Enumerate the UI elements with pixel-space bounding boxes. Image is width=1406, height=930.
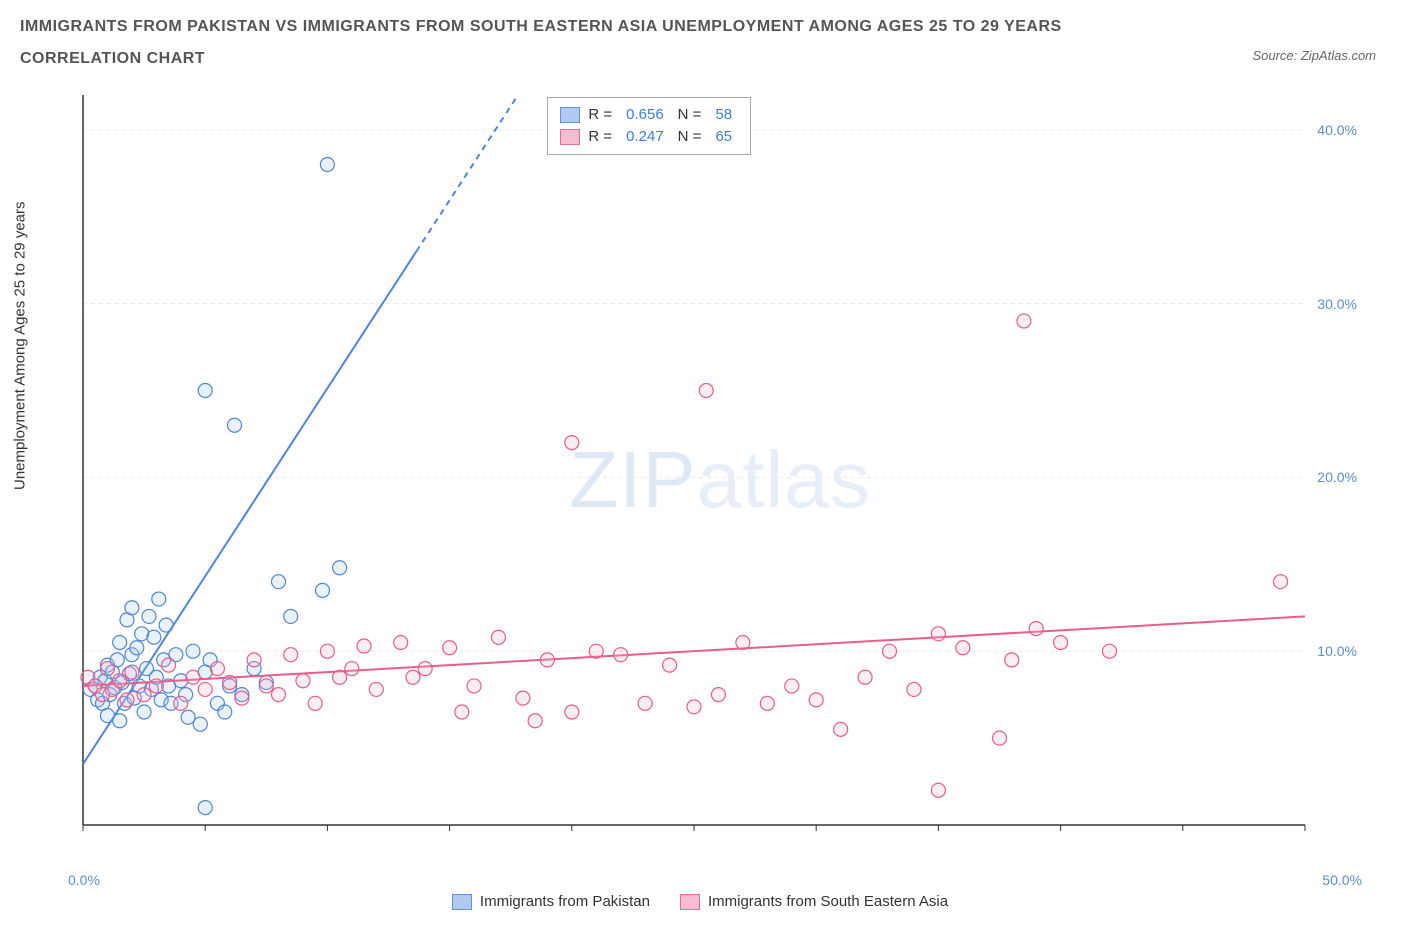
legend-swatch-pakistan: [452, 894, 472, 910]
y-tick-label: 20.0%: [1317, 469, 1357, 485]
r-label-a: R =: [588, 104, 612, 126]
x-tick-first: 0.0%: [68, 872, 100, 888]
corr-row-b: R = 0.247 N = 65: [560, 126, 738, 148]
corr-row-a: R = 0.656 N = 58: [560, 104, 738, 126]
legend-label-pakistan: Immigrants from Pakistan: [480, 893, 650, 910]
title-area: IMMIGRANTS FROM PAKISTAN VS IMMIGRANTS F…: [0, 0, 1406, 68]
y-tick-label: 10.0%: [1317, 643, 1357, 659]
legend-item-sea: Immigrants from South Eastern Asia: [680, 893, 948, 910]
scatter-plot-svg: [75, 90, 1365, 870]
source-label: Source: ZipAtlas.com: [1252, 48, 1376, 63]
swatch-pakistan: [560, 107, 580, 123]
y-tick-label: 40.0%: [1317, 122, 1357, 138]
legend-item-pakistan: Immigrants from Pakistan: [452, 893, 650, 910]
swatch-sea: [560, 129, 580, 145]
r-value-a: 0.656: [626, 104, 664, 126]
r-label-b: R =: [588, 126, 612, 148]
chart-container: Unemployment Among Ages 25 to 29 years Z…: [30, 90, 1370, 910]
legend: Immigrants from Pakistan Immigrants from…: [30, 893, 1370, 910]
legend-label-sea: Immigrants from South Eastern Asia: [708, 893, 948, 910]
n-label-b: N =: [678, 126, 702, 148]
n-value-a: 58: [715, 104, 732, 126]
chart-title-line1: IMMIGRANTS FROM PAKISTAN VS IMMIGRANTS F…: [20, 18, 1386, 36]
legend-swatch-sea: [680, 894, 700, 910]
r-value-b: 0.247: [626, 126, 664, 148]
chart-title-line2: CORRELATION CHART: [20, 50, 1386, 68]
correlation-box: R = 0.656 N = 58 R = 0.247 N = 65: [547, 97, 751, 155]
x-tick-last: 50.0%: [1322, 872, 1362, 888]
n-value-b: 65: [715, 126, 732, 148]
y-axis-label: Unemployment Among Ages 25 to 29 years: [12, 201, 29, 490]
plot-area: ZIPatlas R = 0.656 N = 58 R = 0.247 N = …: [75, 90, 1365, 870]
y-tick-label: 30.0%: [1317, 296, 1357, 312]
n-label-a: N =: [678, 104, 702, 126]
